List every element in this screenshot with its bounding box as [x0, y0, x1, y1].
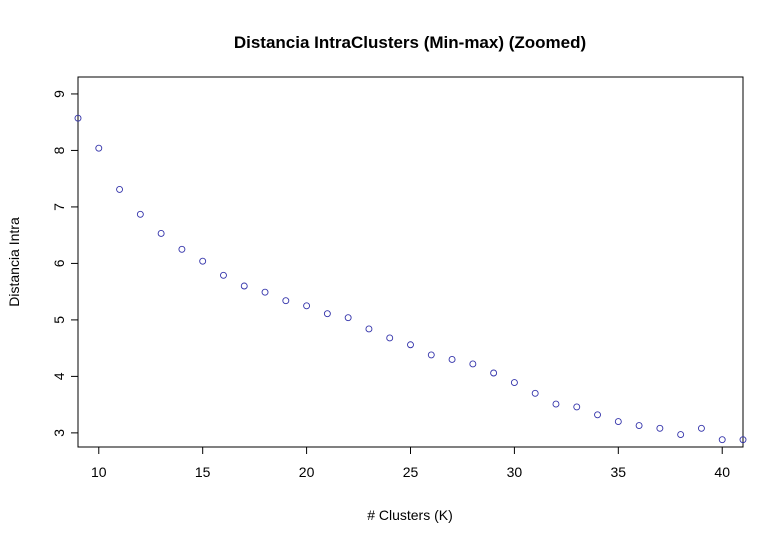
y-axis: 3 4 5 6 7 8 9: [51, 90, 78, 437]
data-point: [635, 422, 643, 429]
data-point: [552, 400, 560, 408]
x-axis-label: # Clusters (K): [367, 507, 453, 523]
chart-title: Distancia IntraClusters (Min-max) (Zoome…: [234, 33, 586, 52]
data-point: [199, 257, 207, 265]
y-tick-label: 6: [51, 259, 67, 267]
data-point: [531, 389, 539, 397]
data-point: [136, 210, 144, 218]
data-point: [261, 288, 269, 296]
data-point: [469, 360, 477, 368]
data-point: [386, 334, 394, 342]
x-tick-label: 25: [403, 464, 419, 480]
x-axis: 10 15 20 25 30 35 40: [91, 447, 730, 480]
y-tick-label: 8: [51, 146, 67, 154]
data-point: [697, 424, 705, 432]
y-tick-label: 4: [51, 372, 67, 380]
x-tick-label: 20: [299, 464, 315, 480]
data-point: [74, 114, 82, 122]
data-point: [240, 282, 248, 290]
x-tick-label: 10: [91, 464, 107, 480]
data-point: [178, 245, 186, 253]
y-tick-label: 5: [51, 316, 67, 324]
data-point: [573, 403, 581, 411]
data-point: [407, 341, 414, 349]
data-point: [614, 418, 622, 426]
data-point: [282, 297, 290, 305]
y-tick-label: 3: [51, 429, 67, 437]
data-point: [303, 302, 311, 310]
data-point: [594, 411, 601, 419]
data-points: [74, 114, 747, 444]
data-point: [718, 436, 726, 444]
data-point: [677, 431, 685, 439]
data-point: [344, 314, 352, 322]
y-axis-label: Distancia Intra: [6, 217, 22, 307]
data-point: [323, 310, 331, 318]
data-point: [510, 379, 518, 387]
data-point: [490, 369, 498, 377]
x-tick-label: 40: [714, 464, 730, 480]
data-point: [656, 424, 664, 432]
data-point: [220, 271, 227, 279]
data-point: [739, 436, 747, 444]
x-tick-label: 35: [611, 464, 627, 480]
y-tick-label: 7: [51, 203, 67, 211]
data-point: [427, 351, 435, 359]
y-tick-label: 9: [51, 90, 67, 98]
x-tick-label: 30: [507, 464, 523, 480]
x-tick-label: 15: [195, 464, 211, 480]
data-point: [116, 185, 124, 193]
data-point: [157, 230, 165, 237]
data-point: [365, 325, 373, 333]
plot-frame: [77, 76, 744, 448]
data-point: [95, 144, 103, 152]
data-point: [448, 355, 456, 363]
